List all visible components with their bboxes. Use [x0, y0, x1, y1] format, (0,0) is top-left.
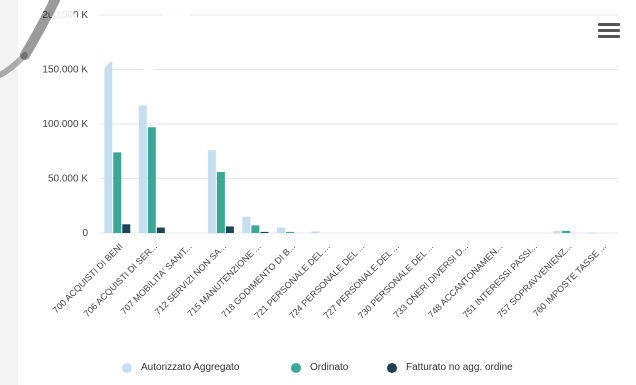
x-tick-label: 700 ACQUISTI DI BENI	[51, 241, 125, 315]
legend-item-fatturato[interactable]: Fatturato no agg. ordine	[387, 362, 513, 373]
bar[interactable]	[147, 127, 156, 233]
bar[interactable]	[311, 231, 320, 233]
gridlines	[100, 14, 618, 234]
y-tick-label: 50.000 K	[48, 174, 88, 185]
bar[interactable]	[156, 227, 165, 233]
bar[interactable]	[207, 150, 216, 233]
legend-label-ordinato: Ordinato	[310, 362, 349, 373]
bar[interactable]	[113, 152, 122, 233]
bar[interactable]	[276, 227, 285, 233]
bar[interactable]	[104, 61, 113, 234]
bar[interactable]	[138, 105, 147, 233]
legend-item-autorizzato[interactable]: Autorizzato Aggregato	[122, 362, 239, 373]
bar[interactable]	[216, 171, 225, 233]
y-tick-label: 150.000 K	[42, 65, 88, 76]
bar[interactable]	[251, 225, 260, 233]
bar[interactable]	[242, 216, 251, 233]
bar[interactable]	[285, 231, 294, 233]
y-tick-label: 100.000 K	[42, 119, 88, 130]
bar[interactable]	[562, 230, 571, 233]
watermark-logo	[0, 0, 200, 80]
y-tick-label: 0	[82, 228, 88, 239]
bar[interactable]	[260, 231, 269, 233]
legend-dot-autorizzato	[122, 362, 132, 373]
left-rail	[0, 0, 18, 385]
menu-bar-3	[598, 35, 620, 38]
menu-bar-2	[598, 29, 620, 32]
legend-item-ordinato[interactable]: Ordinato	[291, 362, 348, 373]
bar[interactable]	[553, 230, 562, 233]
menu-bar-1	[598, 23, 620, 26]
hamburger-menu-icon[interactable]	[596, 20, 622, 42]
legend: Autorizzato Aggregato Ordinato Fatturato…	[0, 362, 636, 382]
legend-label-fatturato: Fatturato no agg. ordine	[406, 362, 513, 373]
bar[interactable]	[225, 226, 234, 233]
legend-dot-ordinato	[291, 362, 301, 373]
bars	[104, 61, 596, 234]
legend-label-autorizzato: Autorizzato Aggregato	[141, 362, 240, 373]
bar[interactable]	[587, 232, 596, 234]
x-tick-label: 760 IMPOSTE TASSE ...	[531, 241, 608, 318]
legend-dot-fatturato	[387, 362, 397, 373]
bar[interactable]	[122, 224, 131, 233]
